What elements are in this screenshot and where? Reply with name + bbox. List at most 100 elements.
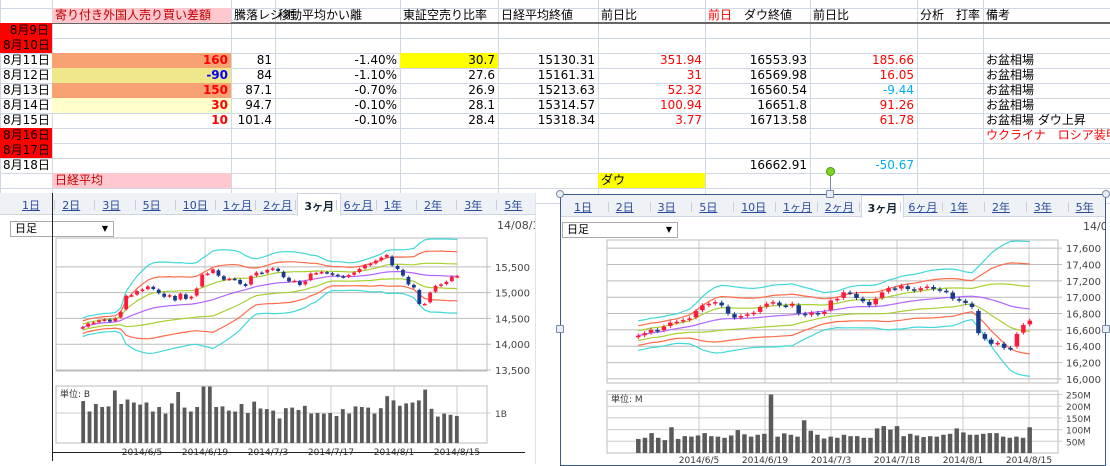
- short-ratio-cell[interactable]: 27.6: [468, 68, 495, 82]
- resize-handle-top[interactable]: [826, 190, 834, 198]
- tab-8[interactable]: 6ヶ月: [343, 199, 373, 212]
- dow-change-cell[interactable]: 91.26: [879, 98, 914, 112]
- tab-9[interactable]: 1年: [950, 201, 969, 214]
- period-select[interactable]: 日足 ▼: [562, 222, 678, 238]
- nikkei-change-cell[interactable]: 100.94: [660, 98, 702, 112]
- foreign-flow-cell[interactable]: 150: [52, 83, 231, 98]
- dow-label-cell[interactable]: ダウ: [598, 173, 705, 188]
- nikkei-change-cell[interactable]: 351.94: [660, 53, 702, 67]
- nikkei-change-cell[interactable]: 3.77: [675, 113, 702, 127]
- tab-2[interactable]: 3日: [657, 201, 676, 214]
- dow-close-cell[interactable]: 16651.8: [757, 98, 807, 112]
- tab-10[interactable]: 2年: [424, 199, 442, 212]
- column-header[interactable]: 備考: [983, 8, 1110, 23]
- note-cell[interactable]: お盆相場: [986, 98, 1035, 112]
- dow-close-cell[interactable]: 16569.98: [749, 68, 807, 82]
- dow-close-cell[interactable]: 16560.54: [749, 83, 807, 97]
- date-cell[interactable]: 8月12日: [3, 68, 50, 82]
- nikkei-close-cell[interactable]: 15161.31: [537, 68, 595, 82]
- period-select[interactable]: 日足 ▼: [10, 221, 114, 237]
- date-cell[interactable]: 8月9日: [0, 23, 52, 38]
- date-cell[interactable]: 8月18日: [3, 158, 50, 172]
- dow-change-cell[interactable]: -50.67: [875, 158, 914, 172]
- tab-7[interactable]: 3ヶ月: [297, 193, 342, 216]
- date-cell[interactable]: 8月13日: [3, 83, 50, 97]
- tab-3[interactable]: 5日: [699, 201, 718, 214]
- date-cell[interactable]: 8月14日: [3, 98, 50, 112]
- ma-deviation-cell[interactable]: -0.10%: [354, 113, 397, 127]
- note-cell[interactable]: ウクライナ ロシア装甲車: [986, 128, 1110, 142]
- rotate-handle[interactable]: [826, 167, 835, 176]
- nikkei-close-cell[interactable]: 15318.34: [537, 113, 595, 127]
- tab-12[interactable]: 5年: [504, 199, 523, 212]
- nikkei-change-cell[interactable]: 31: [686, 68, 702, 82]
- tab-4[interactable]: 10日: [741, 201, 767, 214]
- tab-4[interactable]: 10日: [182, 199, 208, 212]
- dow-change-cell[interactable]: 185.66: [872, 53, 914, 67]
- tab-7[interactable]: 3ヶ月: [860, 195, 905, 218]
- ma-deviation-cell[interactable]: -0.70%: [354, 83, 397, 97]
- column-header[interactable]: 前日 ダウ終値: [705, 8, 810, 23]
- column-header[interactable]: 分析 打率: [917, 8, 983, 23]
- advance-decline-cell[interactable]: 81: [256, 53, 272, 67]
- column-header[interactable]: 騰落レシオ: [231, 8, 294, 23]
- tab-8[interactable]: 6ヶ月: [908, 201, 938, 214]
- tab-2[interactable]: 3日: [102, 199, 121, 212]
- foreign-flow-cell[interactable]: -90: [52, 68, 231, 83]
- tab-1[interactable]: 2日: [62, 199, 81, 212]
- ma-deviation-cell[interactable]: -1.40%: [354, 53, 397, 67]
- tab-12[interactable]: 5年: [1075, 201, 1094, 214]
- nikkei-close-cell[interactable]: 15314.57: [537, 98, 595, 112]
- nikkei-change-cell[interactable]: 52.32: [667, 83, 702, 97]
- dow-change-cell[interactable]: -9.44: [882, 83, 914, 97]
- column-header[interactable]: 日経平均終値: [498, 8, 598, 23]
- dow-close-cell[interactable]: 16553.93: [749, 53, 807, 67]
- date-cell[interactable]: 8月11日: [3, 53, 50, 67]
- column-header[interactable]: 前日比: [810, 8, 917, 23]
- tab-5[interactable]: 1ヶ月: [223, 199, 252, 212]
- note-cell[interactable]: お盆相場 ダウ上昇: [986, 113, 1086, 127]
- column-header[interactable]: 前日比: [598, 8, 705, 23]
- note-cell[interactable]: お盆相場: [986, 53, 1035, 67]
- date-cell[interactable]: 8月10日: [0, 38, 52, 53]
- dow-close-cell[interactable]: 16713.58: [749, 113, 807, 127]
- short-ratio-cell[interactable]: 26.9: [468, 83, 495, 97]
- note-cell[interactable]: お盆相場: [986, 68, 1035, 82]
- tab-5[interactable]: 1ヶ月: [783, 201, 812, 214]
- ma-deviation-cell[interactable]: -0.10%: [354, 98, 397, 112]
- advance-decline-cell[interactable]: 84: [256, 68, 272, 82]
- dow-close-cell[interactable]: 16662.91: [749, 158, 807, 172]
- tab-1[interactable]: 2日: [615, 201, 634, 214]
- tab-9[interactable]: 1年: [383, 199, 402, 212]
- date-cell[interactable]: 8月16日: [0, 128, 52, 143]
- nikkei-label-cell[interactable]: 日経平均: [52, 173, 231, 188]
- resize-handle-tr[interactable]: [1102, 190, 1110, 198]
- resize-handle-tl[interactable]: [556, 190, 564, 198]
- foreign-flow-cell[interactable]: 10: [211, 113, 228, 127]
- tab-11[interactable]: 3年: [464, 199, 483, 212]
- ma-deviation-cell[interactable]: -1.10%: [354, 68, 397, 82]
- advance-decline-cell[interactable]: 87.1: [245, 83, 272, 97]
- foreign-flow-cell[interactable]: 30: [52, 98, 231, 113]
- column-header[interactable]: 東証空売り比率: [400, 8, 498, 23]
- dow-change-cell[interactable]: 16.05: [879, 68, 914, 82]
- tab-0[interactable]: 1日: [22, 199, 40, 212]
- advance-decline-cell[interactable]: 94.7: [245, 98, 272, 112]
- column-header[interactable]: 移動平均かい離: [275, 8, 400, 23]
- resize-handle-right[interactable]: [1102, 325, 1110, 333]
- short-ratio-cell[interactable]: 28.1: [468, 98, 495, 112]
- date-cell[interactable]: [0, 173, 52, 188]
- column-header[interactable]: 寄り付き外国人売り買い差額: [52, 8, 231, 23]
- short-ratio-cell[interactable]: 28.4: [468, 113, 495, 127]
- nikkei-close-cell[interactable]: 15130.31: [537, 53, 595, 67]
- advance-decline-cell[interactable]: 101.4: [237, 113, 272, 127]
- tab-6[interactable]: 2ヶ月: [263, 199, 293, 212]
- tab-6[interactable]: 2ヶ月: [824, 201, 854, 214]
- nikkei-close-cell[interactable]: 15213.63: [537, 83, 595, 97]
- resize-handle-left[interactable]: [556, 325, 564, 333]
- dow-change-cell[interactable]: 61.78: [879, 113, 914, 127]
- date-cell[interactable]: 8月15日: [3, 113, 50, 127]
- tab-3[interactable]: 5日: [142, 199, 161, 212]
- tab-0[interactable]: 1日: [574, 201, 592, 214]
